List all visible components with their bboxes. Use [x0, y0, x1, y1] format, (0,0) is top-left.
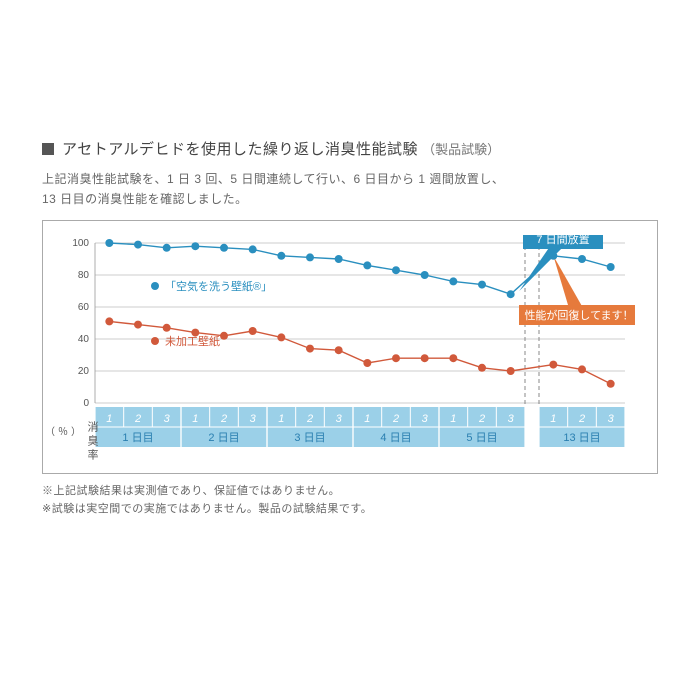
desc-line-1: 上記消臭性能試験を、1 日 3 回、5 日間連続して行い、6 日目から 1 週間… — [42, 172, 504, 186]
y-axis-label: 消臭率 （％） — [45, 421, 100, 463]
svg-text:3: 3 — [422, 413, 429, 425]
svg-text:20: 20 — [78, 366, 90, 377]
svg-text:1: 1 — [192, 413, 198, 425]
figure-description: 上記消臭性能試験を、1 日 3 回、5 日間連続して行い、6 日目から 1 週間… — [42, 169, 658, 210]
svg-text:1: 1 — [278, 413, 284, 425]
svg-text:2: 2 — [306, 413, 313, 425]
svg-text:1: 1 — [450, 413, 456, 425]
svg-text:0: 0 — [83, 398, 89, 409]
y-axis-unit: （％） — [45, 423, 84, 438]
svg-text:2: 2 — [392, 413, 399, 425]
figure-subtitle: （製品試験） — [422, 139, 500, 158]
svg-text:3: 3 — [508, 413, 515, 425]
note-line-2: ※試験は実空間での実施ではありません。製品の試験結果です。 — [42, 503, 372, 515]
svg-text:未加工壁紙: 未加工壁紙 — [165, 334, 220, 348]
svg-text:1: 1 — [364, 413, 370, 425]
svg-text:1: 1 — [106, 413, 112, 425]
svg-text:3: 3 — [164, 413, 171, 425]
svg-text:2: 2 — [134, 413, 141, 425]
svg-text:7 日間放置: 7 日間放置 — [536, 235, 589, 246]
svg-text:3: 3 — [336, 413, 343, 425]
svg-text:2: 2 — [478, 413, 485, 425]
line-chart: 0 20 40 60 80 100 1 2 3 1 日目 1 2 3 2 日目 1 2 3 3 日目 1 2 3 4 日目… — [65, 235, 635, 461]
note-line-1: ※上記試験結果は実測値であり、保証値ではありません。 — [42, 485, 340, 497]
figure-title: アセトアルデヒドを使用した繰り返し消臭性能試験 — [62, 138, 418, 159]
title-row: アセトアルデヒドを使用した繰り返し消臭性能試験 （製品試験） — [42, 138, 658, 159]
svg-text:2: 2 — [220, 413, 227, 425]
svg-text:「空気を洗う壁紙®」: 「空気を洗う壁紙®」 — [165, 279, 272, 293]
svg-text:40: 40 — [78, 334, 90, 345]
y-axis-label-text: 消臭率 — [86, 421, 98, 463]
svg-text:1: 1 — [550, 413, 556, 425]
svg-text:4 日目: 4 日目 — [380, 432, 411, 444]
svg-text:80: 80 — [78, 270, 90, 281]
svg-text:3: 3 — [608, 413, 615, 425]
svg-text:5 日目: 5 日目 — [466, 432, 497, 444]
chart-frame: 消臭率 （％） 0 20 40 60 80 100 1 2 3 1 日目 1 2 3 2 日目 1 2 3 3 日… — [42, 220, 658, 474]
figure-wrap: アセトアルデヒドを使用した繰り返し消臭性能試験 （製品試験） 上記消臭性能試験を… — [42, 138, 658, 519]
svg-text:1 日目: 1 日目 — [122, 432, 153, 444]
svg-text:60: 60 — [78, 302, 90, 313]
title-bullet — [42, 143, 54, 155]
desc-line-2: 13 日目の消臭性能を確認しました。 — [42, 192, 248, 206]
svg-text:3: 3 — [250, 413, 257, 425]
svg-text:13 日目: 13 日目 — [563, 432, 600, 444]
svg-text:2 日目: 2 日目 — [208, 432, 239, 444]
svg-text:100: 100 — [72, 238, 89, 249]
svg-text:性能が回復してます！: 性能が回復してます！ — [524, 308, 633, 322]
figure-notes: ※上記試験結果は実測値であり、保証値ではありません。 ※試験は実空間での実施では… — [42, 482, 658, 519]
svg-text:2: 2 — [578, 413, 585, 425]
svg-text:3 日目: 3 日目 — [294, 432, 325, 444]
